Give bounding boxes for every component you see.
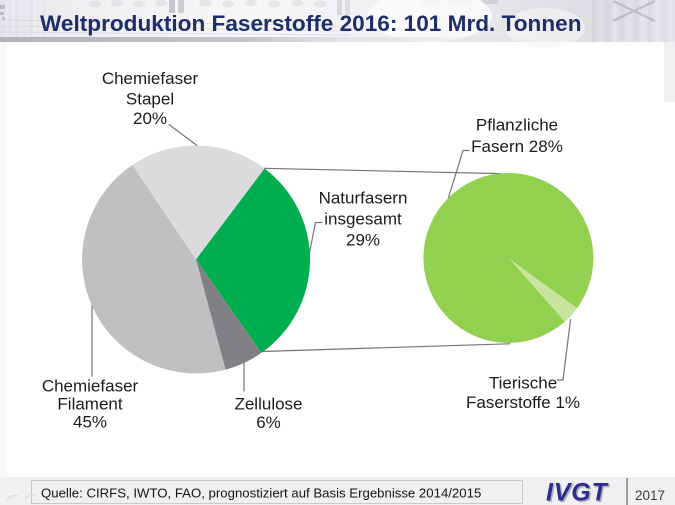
svg-text:Naturfasern: Naturfasern	[319, 188, 408, 207]
svg-text:20%: 20%	[133, 109, 167, 128]
svg-text:29%: 29%	[346, 230, 380, 249]
svg-text:45%: 45%	[73, 412, 107, 431]
svg-text:Quelle: CIRFS, IWTO, FAO, prog: Quelle: CIRFS, IWTO, FAO, prognostiziert…	[41, 486, 481, 501]
svg-text:Weltproduktion Faserstoffe 201: Weltproduktion Faserstoffe 2016: 101 Mrd…	[40, 11, 582, 36]
svg-text:Faserstoffe 1%: Faserstoffe 1%	[466, 393, 580, 412]
svg-text:2017: 2017	[635, 488, 665, 503]
svg-text:IVGT: IVGT	[546, 479, 609, 505]
svg-text:Tierische: Tierische	[489, 374, 557, 393]
svg-text:Pflanzliche: Pflanzliche	[476, 115, 558, 134]
svg-text:6%: 6%	[256, 413, 281, 432]
svg-text:Fasern 28%: Fasern 28%	[471, 137, 563, 156]
svg-text:Chemiefaser: Chemiefaser	[102, 69, 199, 88]
svg-text:Filament: Filament	[57, 395, 122, 414]
svg-text:Stapel: Stapel	[126, 89, 174, 108]
svg-text:insgesamt: insgesamt	[324, 209, 402, 228]
svg-text:Chemiefaser: Chemiefaser	[42, 376, 139, 395]
svg-text:IVGT: IVGT	[548, 480, 611, 505]
svg-text:Zellulose: Zellulose	[234, 394, 302, 413]
